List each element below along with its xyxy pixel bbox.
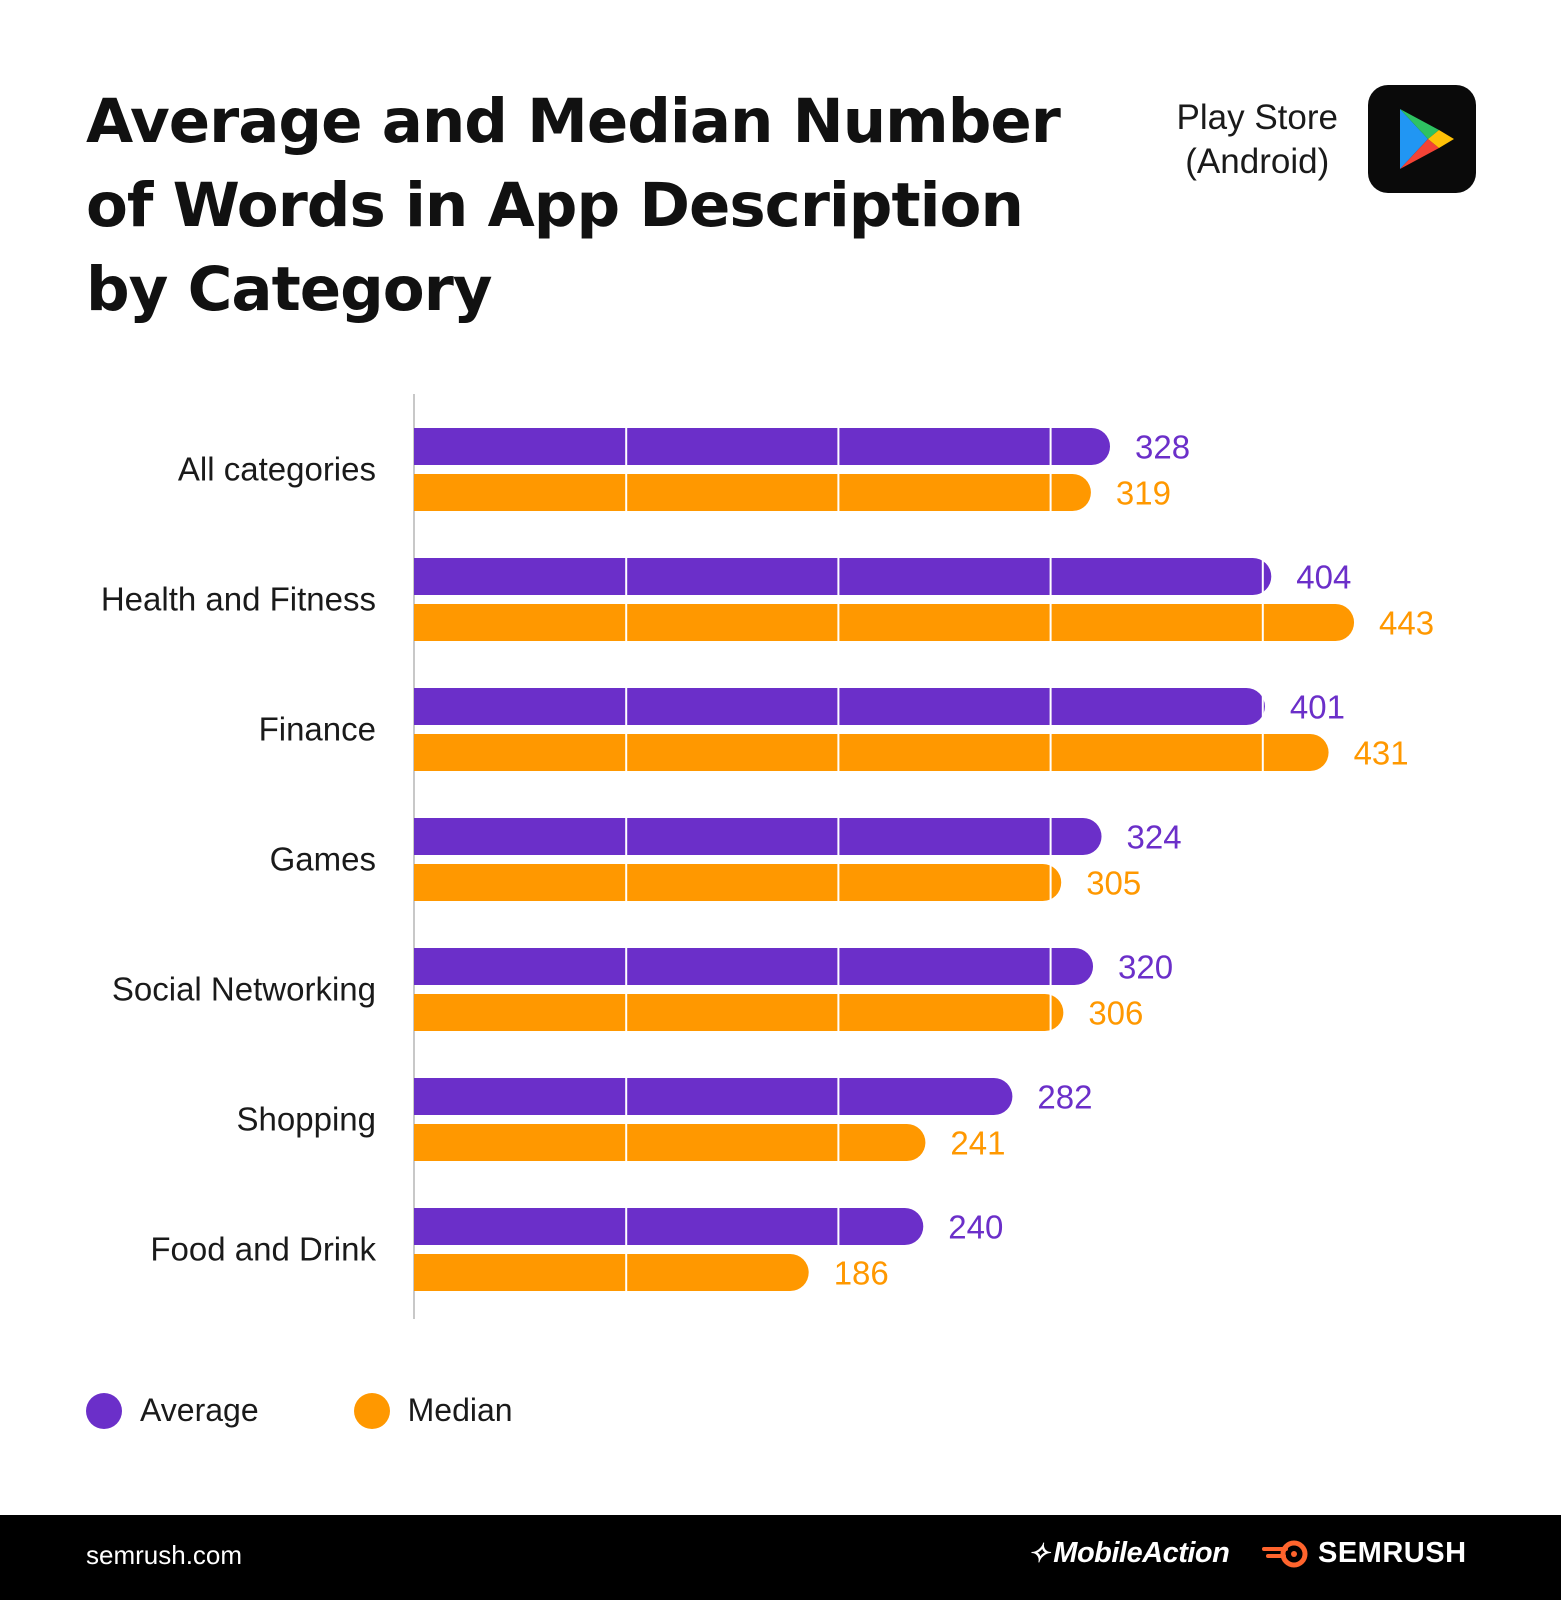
bar-chart: All categories 328 319 Health and Fitness 40… <box>101 394 1434 1319</box>
bar-average <box>414 558 1272 595</box>
bar-average <box>414 818 1102 855</box>
mobileaction-mark-icon: ✧ <box>1028 1538 1050 1568</box>
bar-median <box>414 734 1329 771</box>
category-label: Food and Drink <box>150 1231 376 1268</box>
value-label-average: 320 <box>1118 949 1173 986</box>
bar-median <box>414 1124 926 1161</box>
legend-item-average: Average <box>86 1392 259 1429</box>
bar-median <box>414 604 1355 641</box>
value-label-average: 401 <box>1290 689 1345 726</box>
store-label: Play Store (Android) <box>1177 96 1338 184</box>
chart-title: Average and Median Number of Words in Ap… <box>86 86 1061 325</box>
footer: semrush.com ✧ MobileAction SEMRUSH <box>0 1515 1561 1600</box>
semrush-logo: SEMRUSH <box>1262 1537 1467 1570</box>
category-label: All categories <box>178 451 376 488</box>
value-label-median: 241 <box>950 1125 1005 1162</box>
store-platform: (Android) <box>1185 142 1330 181</box>
legend-swatch-average <box>86 1392 122 1429</box>
category-label: Games <box>270 841 376 878</box>
google-play-icon <box>1368 85 1476 193</box>
bar-average <box>414 1078 1013 1115</box>
category-label: Finance <box>259 711 376 748</box>
mobileaction-logo: ✧ MobileAction <box>1028 1537 1230 1570</box>
footer-site-link[interactable]: semrush.com <box>86 1540 243 1570</box>
legend-swatch-median <box>353 1392 390 1429</box>
value-label-average: 240 <box>948 1209 1003 1246</box>
category-label: Shopping <box>237 1101 376 1138</box>
category-label: Health and Fitness <box>101 581 376 618</box>
semrush-flame-icon <box>1262 1540 1308 1567</box>
bar-median <box>414 864 1062 901</box>
bar-average <box>414 948 1094 985</box>
value-label-average: 328 <box>1135 429 1190 466</box>
store-name: Play Store <box>1176 98 1338 137</box>
bar-median <box>414 1254 809 1291</box>
value-label-median: 431 <box>1354 735 1409 772</box>
legend-label-average: Average <box>140 1392 259 1428</box>
bar-average <box>414 428 1111 465</box>
value-label-average: 324 <box>1127 819 1182 856</box>
bar-average <box>414 1208 924 1245</box>
mobileaction-wordmark: MobileAction <box>1053 1537 1230 1569</box>
legend-item-median: Median <box>353 1392 513 1429</box>
value-label-average: 404 <box>1296 559 1351 596</box>
value-label-median: 305 <box>1086 865 1141 902</box>
bar-average <box>414 688 1265 725</box>
bar-median <box>414 994 1064 1031</box>
value-label-median: 186 <box>834 1255 889 1292</box>
bar-median <box>414 474 1091 511</box>
semrush-wordmark: SEMRUSH <box>1318 1537 1467 1569</box>
legend: Average Median <box>86 1392 608 1429</box>
value-label-median: 306 <box>1088 995 1143 1032</box>
value-label-median: 319 <box>1116 475 1171 512</box>
value-label-average: 282 <box>1037 1079 1092 1116</box>
category-label: Social Networking <box>112 971 376 1008</box>
legend-label-median: Median <box>407 1392 513 1428</box>
value-label-median: 443 <box>1379 605 1434 642</box>
